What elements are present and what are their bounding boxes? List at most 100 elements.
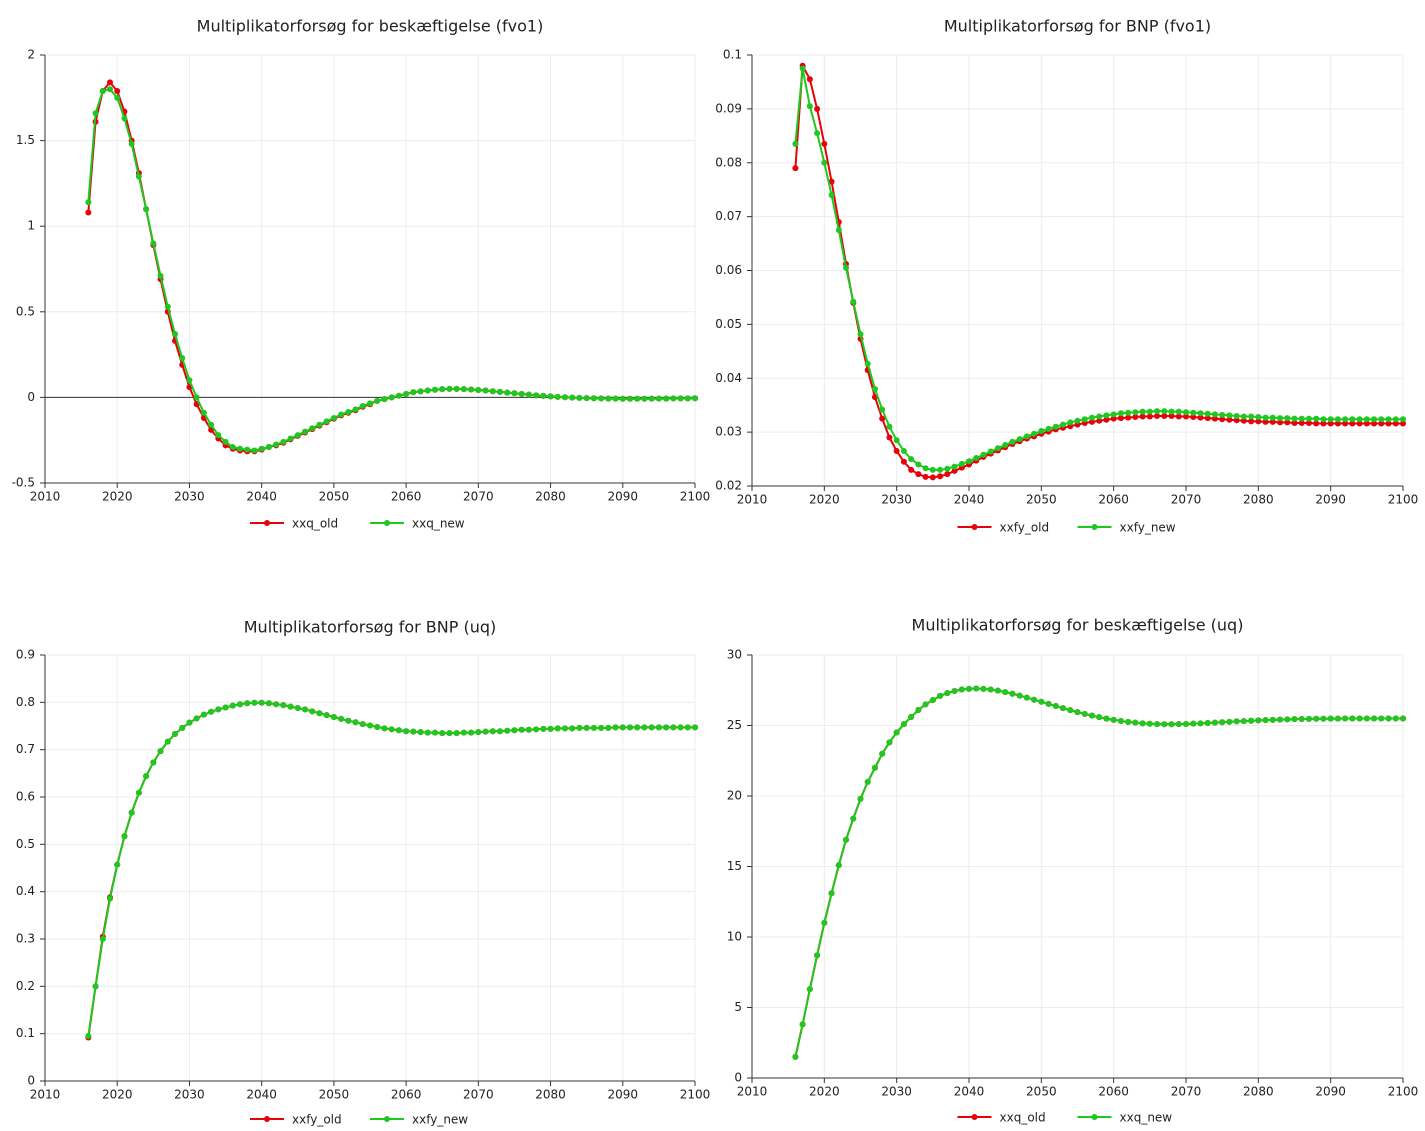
data-point: [1016, 436, 1023, 443]
y-tick-label: 0: [734, 1071, 742, 1085]
data-point: [598, 395, 605, 402]
y-tick-label: 0.5: [16, 837, 35, 851]
data-point: [915, 461, 922, 468]
data-point: [1400, 420, 1406, 427]
data-point: [150, 759, 157, 766]
data-point: [374, 723, 381, 730]
data-point: [1096, 413, 1103, 420]
data-point: [554, 725, 561, 732]
data-point: [114, 861, 121, 868]
data-point: [1226, 416, 1233, 423]
data-point: [504, 389, 511, 396]
data-point: [439, 730, 446, 737]
data-point: [879, 750, 886, 757]
data-point: [670, 395, 677, 402]
data-point: [886, 434, 893, 441]
data-point: [388, 394, 395, 401]
x-tick-label: 2090: [608, 1088, 639, 1102]
data-point: [1356, 416, 1363, 423]
data-point: [1161, 412, 1168, 419]
data-point: [1002, 442, 1009, 449]
data-point: [677, 395, 684, 402]
data-point: [1154, 721, 1161, 728]
data-point: [1219, 719, 1226, 726]
data-point: [1226, 412, 1233, 419]
data-point: [922, 473, 929, 480]
chart-title: Multiplikatorforsøg for beskæftigelse (u…: [912, 616, 1244, 635]
data-point: [1400, 715, 1406, 722]
data-point: [403, 728, 410, 735]
data-point: [460, 386, 467, 393]
data-point: [886, 739, 893, 746]
data-point: [135, 789, 142, 796]
data-point: [489, 728, 496, 735]
data-point: [792, 165, 799, 172]
data-point: [1154, 412, 1161, 419]
data-point: [1255, 418, 1262, 425]
data-point: [1277, 419, 1284, 426]
data-point: [951, 463, 958, 470]
legend-label: xxfy_new: [412, 1113, 468, 1127]
data-point: [92, 110, 99, 117]
data-point: [475, 387, 482, 394]
data-point: [453, 385, 460, 392]
data-point: [1334, 420, 1341, 427]
data-point: [828, 178, 835, 185]
legend-marker: [971, 524, 978, 530]
data-point: [1117, 717, 1124, 724]
data-point: [107, 895, 113, 902]
data-point: [1088, 712, 1095, 719]
data-point: [806, 76, 813, 83]
x-tick-label: 2090: [608, 490, 639, 504]
data-point: [1009, 438, 1016, 445]
data-point: [1190, 720, 1197, 727]
data-point: [229, 702, 236, 709]
legend-label: xxq_old: [292, 517, 338, 531]
data-point: [251, 447, 258, 454]
data-point: [1211, 411, 1218, 418]
x-tick-label: 2040: [954, 1085, 985, 1099]
legend-label: xxfy_new: [1120, 521, 1176, 535]
x-tick-label: 2030: [174, 1088, 205, 1102]
data-point: [1392, 715, 1399, 722]
data-point: [944, 690, 951, 697]
data-point: [864, 778, 871, 785]
subplot: Multiplikatorforsøg for BNP (uq) 0 0.1 0.2 0…: [16, 618, 710, 1127]
data-point: [850, 815, 857, 822]
x-tick-label: 2070: [1171, 1085, 1202, 1099]
data-point: [641, 395, 648, 402]
data-point: [893, 437, 900, 444]
data-point: [1103, 416, 1110, 423]
data-point: [92, 983, 99, 990]
x-tick-label: 2090: [1315, 1085, 1346, 1099]
data-point: [1284, 415, 1291, 422]
data-point: [619, 395, 626, 402]
data-point: [1385, 420, 1392, 427]
data-point: [1298, 419, 1305, 426]
data-point: [439, 386, 446, 393]
data-point: [692, 724, 698, 731]
data-point: [900, 721, 907, 728]
x-tick-label: 2020: [809, 1085, 840, 1099]
data-point: [533, 392, 540, 399]
x-tick-label: 2010: [737, 493, 768, 507]
data-point: [222, 704, 229, 711]
y-tick-label: 30: [727, 648, 742, 662]
y-tick-label: 0.03: [715, 425, 742, 439]
data-point: [1038, 698, 1045, 705]
data-point: [828, 192, 835, 199]
data-point: [388, 726, 395, 733]
data-point: [1168, 412, 1175, 419]
data-point: [164, 738, 171, 745]
data-point: [1154, 408, 1161, 415]
data-point: [1342, 416, 1349, 423]
data-point: [1334, 416, 1341, 423]
data-point: [641, 724, 648, 731]
data-point: [951, 687, 958, 694]
data-point: [424, 387, 431, 394]
x-tick-label: 2060: [391, 1088, 422, 1102]
data-point: [107, 79, 113, 86]
y-tick-label: 0.9: [16, 648, 35, 662]
data-point: [525, 391, 532, 398]
